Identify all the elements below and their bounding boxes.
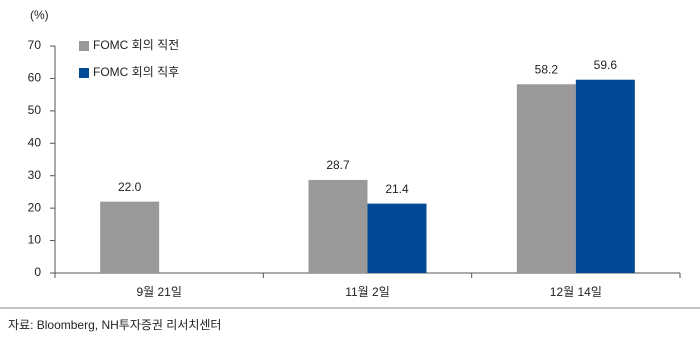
value-label: 58.2 xyxy=(535,62,559,76)
legend-swatch xyxy=(79,68,89,78)
bar xyxy=(100,201,160,273)
y-tick-label: 70 xyxy=(28,38,42,52)
y-unit-label: (%) xyxy=(30,8,49,22)
y-tick-label: 30 xyxy=(28,168,42,182)
y-tick-label: 20 xyxy=(28,200,42,214)
bar xyxy=(308,179,368,273)
value-label: 21.4 xyxy=(385,182,409,196)
legend-label: FOMC 회의 직전 xyxy=(93,38,179,52)
bar xyxy=(575,79,635,274)
value-label: 28.7 xyxy=(326,158,350,172)
source-note: 자료: Bloomberg, NH투자증권 리서치센터 xyxy=(8,318,221,332)
value-label: 22.0 xyxy=(118,180,142,194)
legend-label: FOMC 회의 직후 xyxy=(93,65,179,79)
value-label: 59.6 xyxy=(594,58,618,72)
y-tick-label: 10 xyxy=(28,233,42,247)
x-tick-label: 12월 14일 xyxy=(550,285,602,299)
bar xyxy=(367,203,427,273)
bar xyxy=(516,84,576,273)
y-tick-label: 40 xyxy=(28,135,42,149)
y-tick-label: 50 xyxy=(28,103,42,117)
x-tick-label: 9월 21일 xyxy=(136,285,181,299)
x-tick-label: 11월 2일 xyxy=(345,285,390,299)
y-tick-label: 60 xyxy=(28,71,42,85)
legend-swatch xyxy=(79,41,89,51)
y-tick-label: 0 xyxy=(34,265,41,279)
